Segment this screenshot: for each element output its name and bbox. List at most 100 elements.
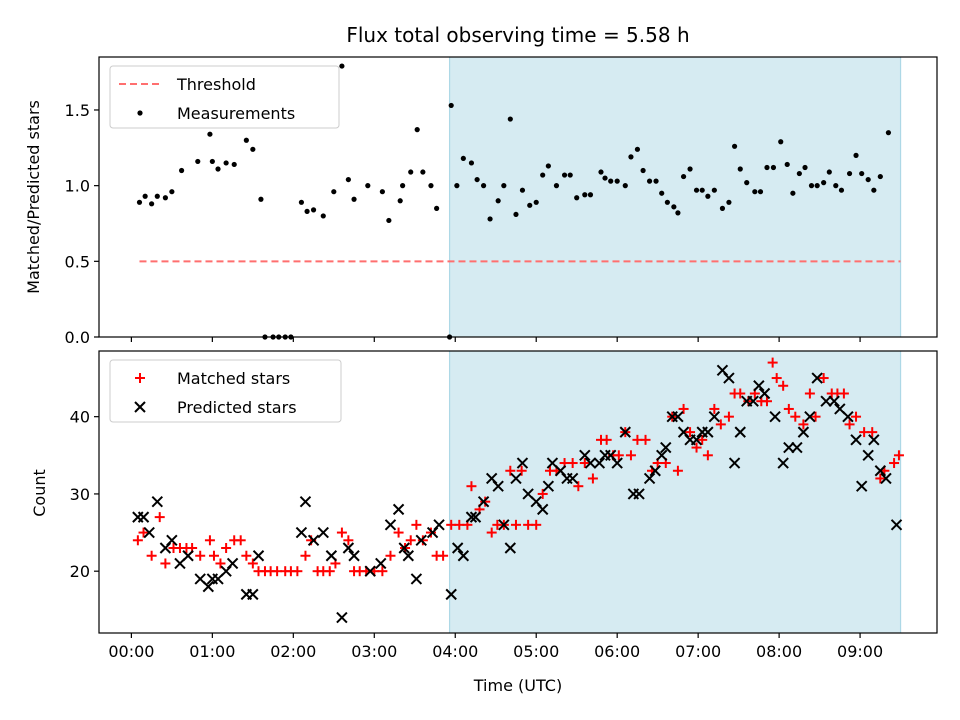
bottom-y-tick-label: 20: [70, 562, 90, 581]
top-y-tick-label: 0.5: [65, 252, 90, 271]
data-point: [226, 557, 239, 570]
top-series-measurements: [136, 63, 892, 340]
data-point: [821, 180, 827, 186]
x-axis-label: Time (UTC): [473, 676, 562, 695]
data-point: [510, 519, 521, 530]
data-point: [678, 403, 689, 414]
top-y-axis-label: Matched/Predicted stars: [24, 100, 43, 294]
data-point: [351, 196, 357, 202]
data-point: [680, 173, 687, 180]
data-point: [691, 442, 702, 453]
data-point: [777, 457, 789, 469]
data-point: [553, 183, 560, 189]
data-point: [377, 566, 388, 577]
data-point: [820, 395, 832, 407]
data-point: [690, 434, 703, 446]
data-point: [808, 183, 815, 189]
data-point: [160, 558, 171, 569]
data-point: [790, 190, 796, 196]
data-point: [851, 411, 862, 422]
data-point: [687, 166, 693, 172]
data-point: [767, 357, 778, 368]
data-point: [527, 202, 533, 208]
data-point: [516, 457, 529, 469]
data-point: [307, 534, 320, 546]
data-point: [865, 176, 871, 183]
data-point: [392, 503, 405, 516]
data-point: [438, 550, 449, 561]
data-point: [195, 550, 206, 561]
data-point: [336, 611, 348, 624]
data-point: [215, 558, 226, 569]
data-point: [659, 190, 665, 196]
data-point: [325, 550, 338, 562]
top-axes-frame: [98, 56, 938, 338]
data-point: [850, 434, 862, 446]
data-point: [838, 388, 849, 399]
data-point: [735, 388, 746, 399]
top-observing-window: [449, 57, 901, 337]
data-point: [653, 178, 659, 184]
data-point: [731, 143, 738, 149]
data-point: [868, 434, 880, 446]
data-point: [379, 189, 385, 195]
x-tick-label: 01:00: [189, 642, 235, 661]
data-point: [798, 419, 809, 430]
data-point: [320, 213, 326, 219]
data-point: [375, 557, 387, 570]
data-point: [608, 178, 614, 184]
legend-label: Matched stars: [177, 369, 290, 388]
data-point: [166, 534, 178, 546]
data-point: [208, 550, 219, 561]
data-point: [804, 388, 815, 399]
data-point: [195, 158, 201, 165]
data-point: [136, 199, 143, 205]
data-point: [778, 139, 784, 145]
data-point: [758, 387, 771, 400]
data-point: [169, 189, 175, 195]
data-point: [685, 427, 696, 438]
data-point: [672, 410, 684, 423]
data-point: [614, 178, 620, 184]
data-point: [811, 372, 823, 384]
data-point: [433, 519, 445, 531]
data-point: [708, 410, 721, 423]
data-point: [414, 127, 420, 133]
legend-box: [109, 359, 342, 423]
data-point: [207, 131, 213, 137]
data-point: [474, 176, 480, 183]
data-point: [243, 137, 249, 143]
data-point: [231, 161, 237, 168]
x-tick-label: 06:00: [594, 642, 640, 661]
data-point: [743, 396, 754, 407]
data-point: [783, 403, 794, 414]
legend-entry: Threshold: [119, 75, 256, 94]
data-point: [753, 380, 765, 392]
data-point: [699, 187, 705, 193]
data-point: [397, 198, 403, 204]
x-tick-label: 02:00: [270, 642, 316, 661]
data-point: [723, 372, 735, 384]
data-point: [486, 527, 497, 538]
bottom-series-predicted-stars: [132, 364, 903, 624]
top-panel-ratio: 0.0 0.5 1.0 1.5 Threshold Measurements: [65, 56, 938, 347]
data-point: [885, 130, 892, 136]
data-point: [178, 167, 185, 174]
data-point: [697, 434, 708, 445]
data-point: [415, 534, 427, 546]
data-point: [734, 426, 746, 438]
top-legend: Threshold Measurements: [109, 65, 340, 129]
bottom-panel-counts: 20 30 40 00:00 01:00 02:00 03:00 04:00 05:00 06:0…: [70, 350, 938, 661]
data-point: [454, 183, 460, 189]
data-point: [507, 116, 513, 122]
data-point: [542, 480, 555, 492]
data-point: [480, 183, 487, 189]
data-point: [802, 164, 808, 171]
data-point: [784, 161, 790, 168]
data-point: [398, 542, 410, 554]
data-point: [300, 550, 311, 561]
data-point: [752, 189, 758, 195]
data-point: [457, 550, 470, 562]
data-point: [138, 527, 149, 538]
data-point: [202, 580, 215, 593]
